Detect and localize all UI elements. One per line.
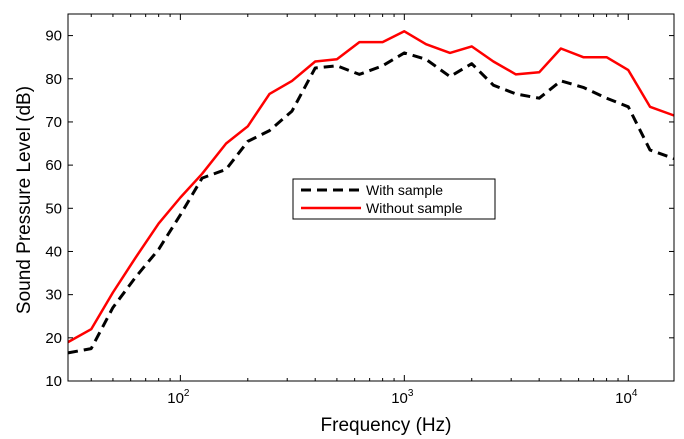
axes-layer: 10 20 30 40 50 60 70 80 90 102 103 104 (45, 13, 675, 407)
y-tick-label: 40 (45, 243, 62, 260)
legend-label-1: With sample (366, 182, 443, 198)
legend-label-2: Without sample (366, 200, 463, 216)
y-tick-label: 10 (45, 373, 62, 390)
series-line-1 (67, 51, 675, 355)
series-layer (67, 30, 675, 355)
series-line-2 (67, 30, 675, 344)
y-tick-label: 70 (45, 114, 62, 131)
x-axis-title: Frequency (Hz) (321, 415, 452, 436)
y-tick-label: 90 (45, 28, 62, 45)
x-tick-label: 102 (167, 388, 190, 407)
legend-box (292, 178, 496, 220)
y-tick-label: 80 (45, 71, 62, 88)
y-tick-label: 20 (45, 330, 62, 347)
y-tick-label: 60 (45, 157, 62, 174)
plot-frame (67, 13, 675, 382)
y-axis-title: Sound Pressure Level (dB) (14, 86, 35, 314)
legend: With sample Without sample (292, 178, 496, 220)
y-tick-label: 50 (45, 200, 62, 217)
x-tick-label: 103 (391, 388, 414, 407)
y-tick-label: 30 (45, 287, 62, 304)
x-tick-label: 104 (615, 388, 638, 407)
